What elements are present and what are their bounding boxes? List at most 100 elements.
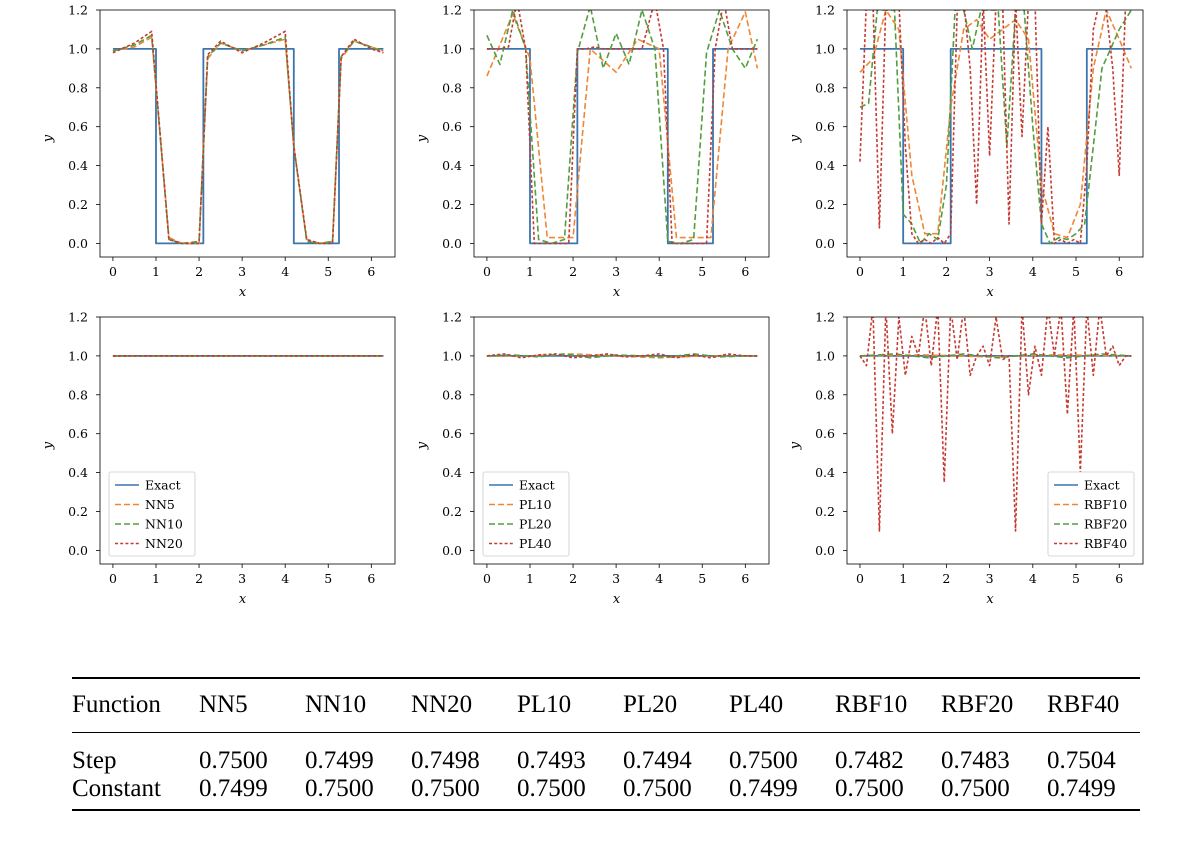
table-cell: Constant — [72, 774, 161, 802]
y-tick-label: 0.0 — [442, 236, 462, 251]
y-tick-label: 0.2 — [442, 197, 462, 212]
x-tick-label: 1 — [152, 571, 160, 586]
figure-panels: 0 1 2 3 4 5 6 0.0 0.2 0.4 0.6 0.8 1.0 1.2 x y 0 1 2 3 4 5 6 0.0… — [41, 3, 1144, 607]
y-axis-label: y — [41, 441, 56, 450]
y-tick-label: 0.8 — [68, 80, 88, 95]
y-tick-label: 0.0 — [68, 543, 88, 558]
plot-frame — [846, 9, 1144, 258]
header-cell: RBF20 — [941, 691, 1014, 719]
y-tick-label: 1.2 — [442, 3, 462, 18]
legend-box — [108, 471, 196, 557]
legend-box — [1047, 471, 1135, 557]
series-line — [486, 353, 758, 359]
y-tick-label: 1.2 — [68, 3, 88, 18]
y-tick-label: 1.0 — [442, 348, 462, 363]
y-tick-label: 1.0 — [68, 348, 88, 363]
series-group — [859, 317, 1132, 532]
legend-label: NN20 — [145, 536, 183, 551]
y-tick-label: 0.4 — [815, 158, 835, 173]
table-cell: 0.7499 — [729, 774, 798, 802]
legend: Exact PL10 PL20 PL40 — [482, 471, 570, 557]
table-cell: 0.7482 — [835, 746, 904, 774]
y-tick-label: 1.0 — [68, 41, 88, 56]
series-group — [486, 10, 759, 245]
x-tick-label: 2 — [195, 571, 203, 586]
results-table: Function NN5 NN10 NN20 PL10 PL20 PL40 RB… — [72, 677, 1140, 811]
legend-label: Exact — [519, 478, 555, 493]
legend: Exact RBF10 RBF20 RBF40 — [1047, 471, 1135, 557]
table-cell: Step — [72, 746, 117, 774]
chart-panel: 0 1 2 3 4 5 6 0.0 0.2 0.4 0.6 0.8 1.0 1.2 x y Exact NN5 NN… — [41, 310, 396, 607]
y-tick-label: 0.2 — [815, 197, 835, 212]
x-axis-label: x — [986, 285, 994, 300]
plot-frame — [99, 316, 396, 565]
x-tick-label: 0 — [483, 571, 491, 586]
table-cell: 0.7500 — [305, 774, 374, 802]
y-tick-label: 0.8 — [68, 387, 88, 402]
y-axis-label: y — [788, 441, 803, 450]
series-line — [112, 36, 384, 245]
table-cell: 0.7499 — [199, 774, 268, 802]
table-row: Constant 0.7499 0.7500 0.7500 0.7500 0.7… — [72, 775, 1140, 810]
y-tick-label: 0.0 — [815, 236, 835, 251]
x-tick-label: 6 — [741, 264, 749, 279]
y-axis-label: y — [415, 441, 430, 450]
x-tick-label: 5 — [1072, 264, 1080, 279]
x-tick-label: 3 — [238, 571, 246, 586]
series-line — [112, 34, 384, 245]
table-cell: 0.7500 — [623, 774, 692, 802]
header-cell: NN20 — [411, 691, 473, 719]
legend-label: Exact — [1084, 478, 1120, 493]
x-tick-label: 2 — [942, 571, 950, 586]
x-tick-label: 3 — [612, 571, 620, 586]
y-tick-label: 1.2 — [815, 3, 835, 18]
header-cell: NN5 — [199, 691, 248, 719]
legend-label: NN10 — [145, 517, 183, 532]
x-tick-label: 1 — [526, 264, 534, 279]
series-line — [486, 10, 759, 245]
x-tick-label: 6 — [1115, 571, 1123, 586]
legend-label: RBF10 — [1084, 497, 1127, 512]
x-tick-label: 3 — [238, 264, 246, 279]
x-tick-label: 5 — [324, 571, 332, 586]
series-line — [859, 10, 1133, 239]
y-tick-label: 0.4 — [442, 158, 462, 173]
y-tick-label: 0.4 — [442, 465, 462, 480]
header-cell: PL10 — [517, 691, 572, 719]
y-tick-label: 0.2 — [68, 197, 88, 212]
y-tick-label: 0.8 — [815, 387, 835, 402]
header-cell: PL20 — [623, 691, 678, 719]
x-tick-label: 1 — [152, 264, 160, 279]
header-cell: Function — [72, 691, 161, 719]
table-cell: 0.7500 — [411, 774, 480, 802]
x-tick-label: 2 — [569, 571, 577, 586]
x-tick-label: 4 — [655, 264, 663, 279]
x-tick-label: 1 — [526, 571, 534, 586]
y-tick-label: 0.8 — [442, 387, 462, 402]
y-axis-label: y — [415, 134, 430, 143]
series-line — [859, 353, 1132, 359]
x-tick-label: 5 — [698, 571, 706, 586]
series-line — [486, 10, 758, 245]
series-line — [112, 48, 384, 245]
y-tick-label: 0.6 — [442, 119, 462, 134]
table-header-row: Function NN5 NN10 NN20 PL10 PL20 PL40 RB… — [72, 678, 1140, 732]
plot-frame — [846, 316, 1144, 565]
header-cell: RBF10 — [835, 691, 908, 719]
table-cell: 0.7500 — [729, 746, 798, 774]
x-tick-label: 4 — [281, 571, 289, 586]
y-tick-label: 0.6 — [442, 426, 462, 441]
series-group — [486, 353, 758, 359]
x-axis-label: x — [613, 592, 621, 607]
y-tick-label: 0.4 — [68, 158, 88, 173]
header-cell: RBF40 — [1047, 691, 1120, 719]
series-line — [859, 10, 1133, 245]
table-cell: 0.7500 — [199, 746, 268, 774]
y-tick-label: 0.2 — [68, 504, 88, 519]
x-tick-label: 2 — [569, 264, 577, 279]
table-cell: 0.7499 — [1047, 774, 1116, 802]
chart-panel: 0 1 2 3 4 5 6 0.0 0.2 0.4 0.6 0.8 1.0 1.2 x y Exact PL10 P… — [415, 310, 770, 607]
x-tick-label: 6 — [367, 264, 375, 279]
chart-panel: 0 1 2 3 4 5 6 0.0 0.2 0.4 0.6 0.8 1.0 1.2 x y — [415, 3, 770, 300]
header-cell: NN10 — [305, 691, 367, 719]
